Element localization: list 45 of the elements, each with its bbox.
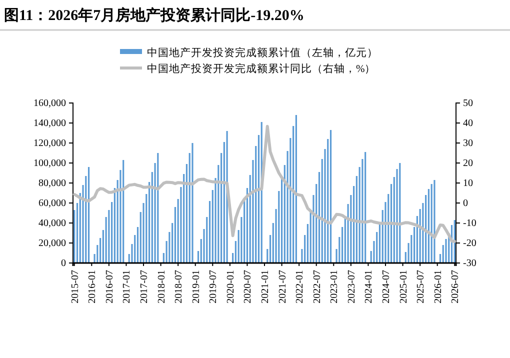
y2-tick-label: -30 bbox=[463, 258, 476, 270]
y-tick-label: 0 bbox=[61, 258, 66, 270]
x-tick-label: 2022-07 bbox=[312, 270, 323, 304]
y2-tick-label: 30 bbox=[463, 138, 473, 150]
x-tick-label: 2015-07 bbox=[70, 270, 81, 304]
x-tick-label: 2024-01 bbox=[364, 270, 375, 304]
x-tick-label: 2017-07 bbox=[139, 270, 150, 304]
y-tick-label: 80,000 bbox=[38, 178, 66, 190]
x-tick-label: 2021-07 bbox=[277, 270, 288, 304]
x-tick-label: 2022-01 bbox=[294, 270, 306, 304]
y-tick-label: 40,000 bbox=[38, 218, 66, 230]
x-tick-label: 2020-07 bbox=[242, 270, 254, 304]
x-tick-label: 2017-01 bbox=[122, 270, 133, 304]
x-tick-label: 2019-07 bbox=[208, 270, 220, 304]
y2-tick-label: 0 bbox=[463, 198, 468, 210]
y2-tick-label: 40 bbox=[463, 118, 473, 130]
x-tick-label: 2024-07 bbox=[380, 270, 392, 304]
y2-tick-label: -20 bbox=[463, 238, 476, 250]
x-tick-label: 2018-01 bbox=[156, 270, 168, 304]
y2-tick-label: 10 bbox=[463, 178, 473, 190]
y-tick-label: 160,000 bbox=[34, 98, 66, 110]
x-tick-label: 2021-01 bbox=[260, 270, 271, 304]
x-tick-label: 2019-01 bbox=[190, 270, 202, 304]
y-tick-label: 60,000 bbox=[38, 198, 66, 210]
legend-label: 中国地产投资开发完成额累计同比（右轴，%） bbox=[147, 62, 376, 75]
x-tick-label: 2018-07 bbox=[174, 270, 185, 304]
x-tick-label: 2016-07 bbox=[104, 270, 116, 304]
x-tick-label: 2025-01 bbox=[398, 270, 410, 304]
line-series bbox=[72, 124, 456, 243]
x-tick-label: 2023-07 bbox=[346, 270, 358, 304]
y-tick-label: 20,000 bbox=[38, 238, 66, 250]
x-tick-label: 2026-07 bbox=[450, 270, 462, 304]
y-tick-label: 120,000 bbox=[34, 138, 66, 150]
x-tick-label: 2023-01 bbox=[329, 270, 340, 304]
y2-tick-label: -10 bbox=[463, 218, 476, 230]
y2-tick-label: 50 bbox=[463, 98, 473, 110]
x-tick-label: 2020-01 bbox=[225, 270, 236, 304]
x-tick-label: 2016-01 bbox=[87, 270, 98, 304]
y-tick-label: 140,000 bbox=[34, 118, 66, 130]
x-tick-label: 2025-07 bbox=[416, 270, 427, 304]
y-tick-label: 100,000 bbox=[34, 158, 66, 170]
y2-tick-label: 20 bbox=[463, 158, 473, 170]
legend-label: 中国地产开发投资完成额累计值（左轴，亿元） bbox=[147, 46, 378, 59]
chart-title: 图11：2026年7月房地产投资累计同比-19.20% bbox=[4, 6, 304, 24]
x-tick-label: 2026-01 bbox=[432, 270, 444, 304]
